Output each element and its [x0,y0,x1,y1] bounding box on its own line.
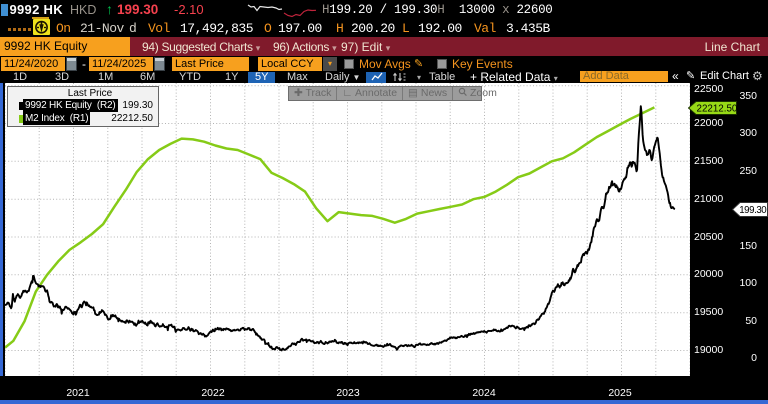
svg-text:22212.50: 22212.50 [697,103,738,114]
svg-text:199.30: 199.30 [739,205,767,216]
